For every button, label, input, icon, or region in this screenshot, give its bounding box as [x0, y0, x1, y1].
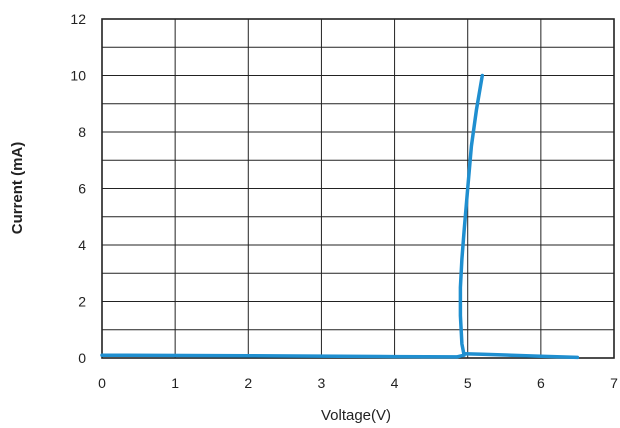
x-tick-labels: 0 1 2 3 4 5 6 7 — [98, 375, 618, 391]
series-line-2 — [462, 352, 580, 360]
x-tick-label: 1 — [171, 375, 179, 391]
y-axis-label: Current (mA) — [9, 142, 26, 235]
x-axis-label: Voltage(V) — [321, 407, 391, 424]
y-tick-labels: 0 2 4 6 8 10 12 — [70, 11, 86, 366]
series-line-1 — [100, 73, 485, 359]
x-tick-label: 4 — [391, 375, 399, 391]
y-tick-label: 2 — [78, 294, 86, 310]
y-tick-label: 0 — [78, 350, 86, 366]
y-tick-label: 10 — [70, 68, 86, 84]
x-tick-label: 2 — [244, 375, 252, 391]
x-tick-label: 3 — [318, 375, 326, 391]
y-tick-label: 8 — [78, 124, 86, 140]
x-tick-label: 0 — [98, 375, 106, 391]
y-tick-label: 12 — [70, 11, 86, 27]
series-layer — [100, 73, 580, 360]
y-tick-label: 4 — [78, 237, 86, 253]
x-tick-label: 6 — [537, 375, 545, 391]
x-tick-label: 7 — [610, 375, 618, 391]
y-tick-label: 6 — [78, 181, 86, 197]
grid — [101, 18, 615, 359]
x-tick-label: 5 — [464, 375, 472, 391]
